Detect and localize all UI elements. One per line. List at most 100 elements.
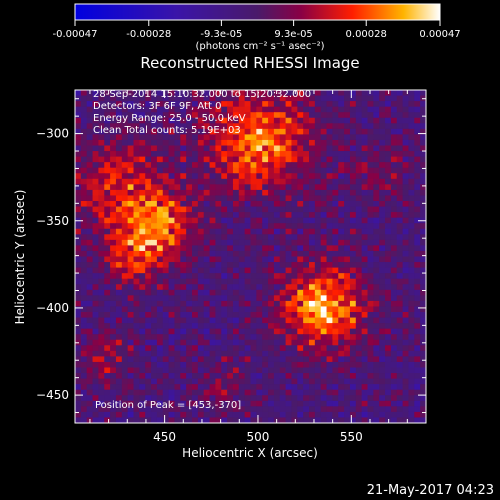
heatmap-cell	[268, 395, 275, 402]
heatmap-cell	[227, 300, 234, 308]
heatmap-cell	[180, 312, 187, 319]
heatmap-cell	[250, 234, 257, 241]
heatmap-cell	[232, 112, 240, 119]
heatmap-cell	[197, 361, 205, 369]
heatmap-cell	[180, 128, 187, 135]
heatmap-cell	[250, 228, 257, 235]
heatmap-cell	[232, 162, 240, 169]
heatmap-cell	[139, 323, 146, 330]
heatmap-cell	[390, 278, 398, 285]
heatmap-cell	[355, 223, 363, 230]
heatmap-cell	[373, 145, 380, 152]
heatmap-cell	[168, 95, 176, 102]
heatmap-cell	[256, 134, 263, 141]
heatmap-cell	[303, 284, 310, 291]
heatmap-cell	[285, 139, 293, 147]
heatmap-cell	[385, 317, 392, 324]
heatmap-cell	[203, 384, 211, 391]
heatmap-cell	[110, 239, 117, 246]
heatmap-cell	[414, 162, 421, 169]
heatmap-cell	[186, 417, 193, 423]
heatmap-cell	[279, 250, 287, 258]
heatmap-cell	[98, 356, 105, 363]
heatmap-cell	[115, 306, 123, 313]
heatmap-cell	[92, 162, 99, 169]
heatmap-cell	[192, 101, 199, 108]
heatmap-cell	[186, 134, 193, 141]
heatmap-cell	[197, 206, 205, 213]
heatmap-cell	[162, 223, 170, 230]
heatmap-cell	[98, 389, 105, 396]
heatmap-cell	[121, 234, 129, 241]
heatmap-cell	[162, 139, 170, 147]
heatmap-cell	[349, 162, 357, 169]
heatmap-cell	[303, 339, 310, 346]
heatmap-cell	[373, 178, 380, 185]
heatmap-cell	[373, 306, 380, 313]
heatmap-cell	[209, 95, 216, 102]
heatmap-cell	[127, 317, 135, 324]
heatmap-cell	[92, 312, 99, 319]
heatmap-cell	[227, 162, 234, 169]
heatmap-cell	[373, 201, 380, 208]
heatmap-cell	[297, 217, 304, 224]
heatmap-cell	[361, 217, 369, 224]
heatmap-cell	[285, 173, 293, 180]
heatmap-cell	[402, 217, 410, 224]
heatmap-cell	[385, 284, 392, 291]
heatmap-cell	[262, 295, 269, 302]
heatmap-cell	[168, 184, 176, 191]
heatmap-cell	[162, 384, 170, 391]
heatmap-cell	[291, 317, 298, 324]
heatmap-cell	[297, 367, 304, 374]
heatmap-cell	[98, 239, 105, 246]
heatmap-cell	[139, 378, 146, 385]
heatmap-cell	[367, 267, 374, 274]
heatmap-cell	[180, 284, 187, 291]
heatmap-cell	[256, 206, 263, 213]
heatmap-cell	[180, 106, 187, 113]
heatmap-cell	[215, 134, 222, 141]
heatmap-cell	[367, 156, 374, 163]
heatmap-cell	[139, 267, 146, 274]
heatmap-cell	[414, 278, 421, 285]
heatmap-cell	[227, 339, 234, 346]
heatmap-cell	[238, 289, 246, 296]
heatmap-cell	[221, 400, 228, 407]
heatmap-cell	[262, 300, 269, 308]
heatmap-cell	[373, 345, 380, 352]
heatmap-cell	[244, 128, 252, 135]
heatmap-cell	[262, 156, 269, 163]
heatmap-cell	[402, 284, 410, 291]
heatmap-cell	[396, 289, 404, 296]
heatmap-cell	[314, 206, 322, 213]
heatmap-cell	[367, 184, 374, 191]
heatmap-cell	[221, 384, 228, 391]
heatmap-cell	[355, 123, 363, 130]
heatmap-cell	[402, 323, 410, 330]
heatmap-cell	[402, 273, 410, 280]
heatmap-cell	[396, 123, 404, 130]
heatmap-cell	[180, 101, 187, 108]
heatmap-cell	[408, 101, 415, 108]
heatmap-cell	[186, 250, 193, 258]
heatmap-cell	[402, 245, 410, 252]
heatmap-cell	[326, 123, 333, 130]
heatmap-cell	[227, 312, 234, 319]
heatmap-cell	[326, 361, 333, 369]
heatmap-cell	[232, 212, 240, 219]
heatmap-cell	[256, 400, 263, 407]
heatmap-cell	[291, 323, 298, 330]
heatmap-cell	[197, 289, 205, 296]
heatmap-cell	[197, 328, 205, 335]
heatmap-cell	[197, 101, 205, 108]
heatmap-cell	[344, 317, 351, 324]
heatmap-cell	[297, 123, 304, 130]
heatmap-cell	[408, 228, 415, 235]
heatmap-cell	[192, 217, 199, 224]
heatmap-cell	[110, 151, 117, 158]
heatmap-cell	[344, 134, 351, 141]
heatmap-cell	[197, 123, 205, 130]
heatmap-cell	[139, 189, 146, 197]
heatmap-cell	[268, 167, 275, 174]
